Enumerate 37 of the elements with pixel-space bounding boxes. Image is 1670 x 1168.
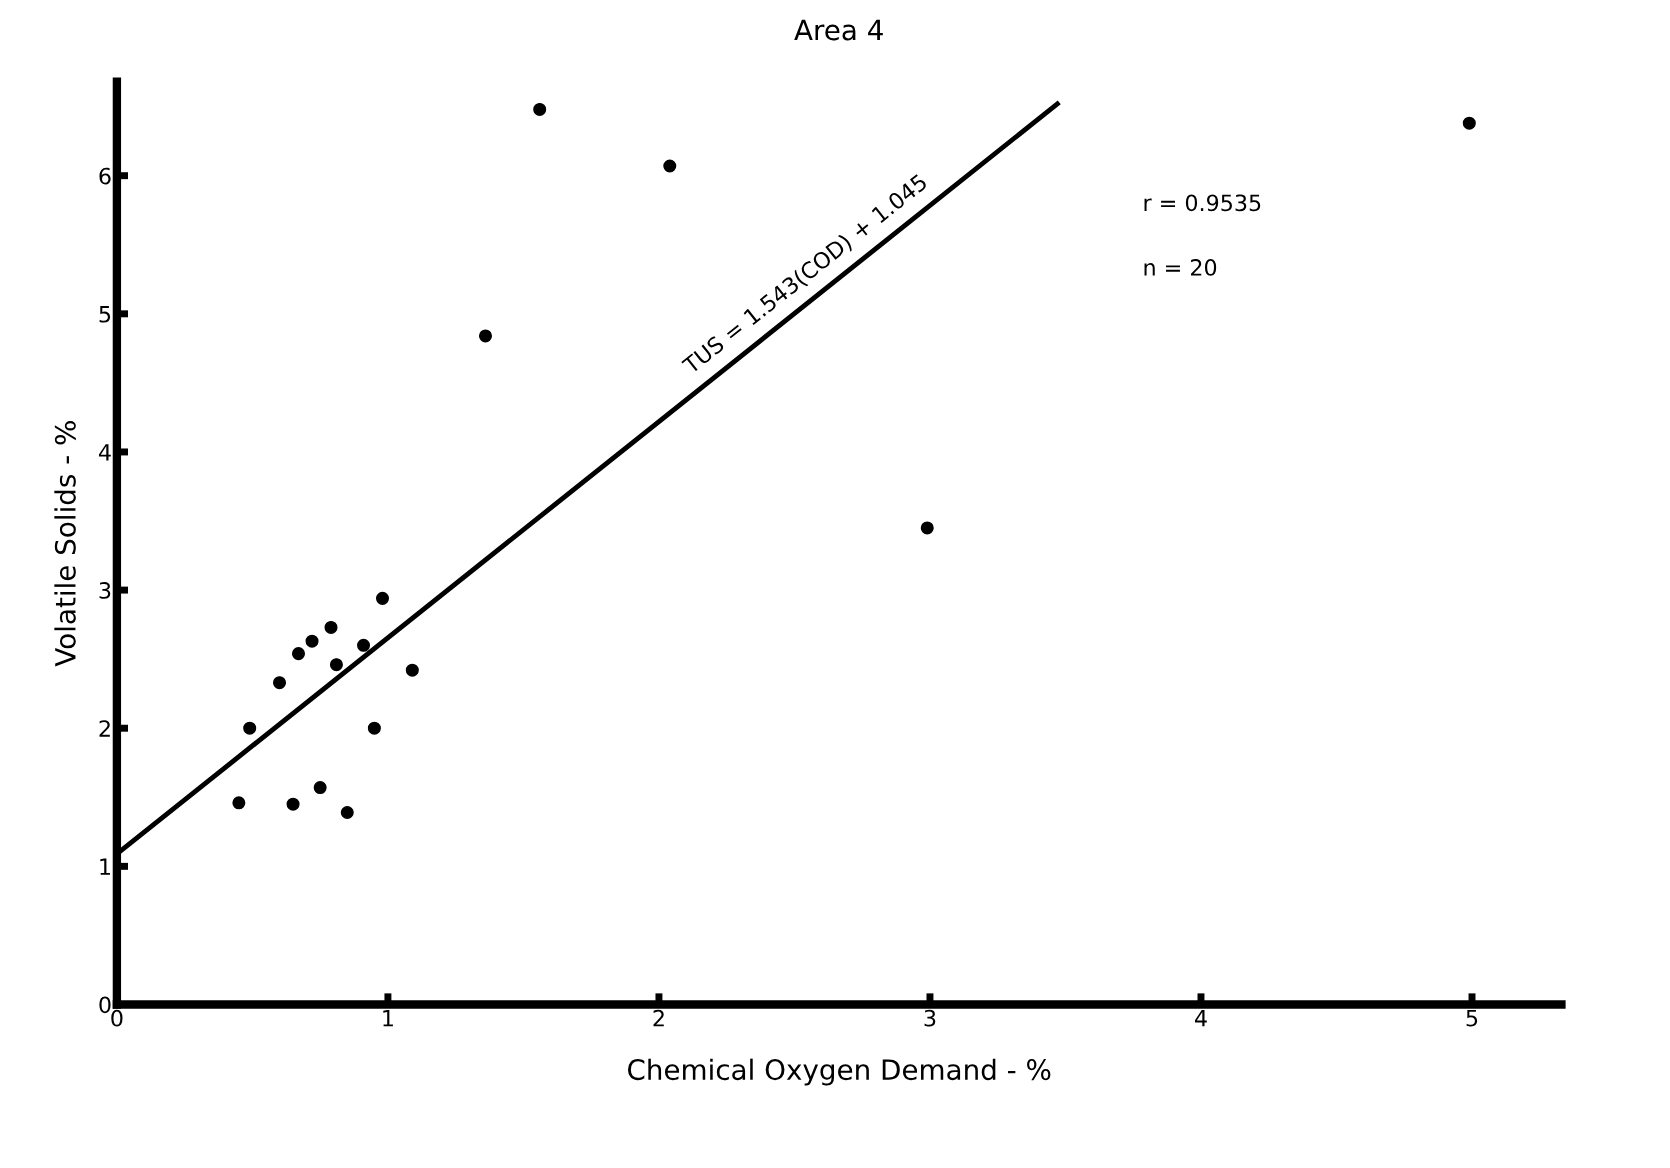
x-tick-label: 1 [383, 1010, 393, 1027]
point [405, 663, 419, 677]
point [375, 591, 390, 605]
point [273, 676, 287, 690]
point [232, 796, 246, 810]
y-tick-label: 5 [99, 306, 111, 323]
point [243, 721, 257, 735]
x-tick-label: 2 [653, 1009, 664, 1027]
point [478, 329, 492, 343]
x-tick-label: 5 [1466, 1010, 1478, 1027]
x-tick-label: 4 [1195, 1010, 1207, 1027]
y-axis-title: Volatile Solids - % [54, 421, 76, 667]
point [533, 102, 547, 116]
point [305, 634, 319, 648]
y-tick-label: 6 [99, 167, 111, 185]
point [286, 797, 300, 811]
y-tick-label: 2 [99, 720, 110, 737]
x-axis-title: Chemical Oxygen Demand - % [627, 1058, 1051, 1086]
point [313, 781, 327, 795]
point [663, 159, 677, 173]
point [367, 721, 381, 735]
y-tick-label: 3 [99, 582, 111, 599]
x-tick-label: 3 [924, 1009, 936, 1027]
chart-title: Area 4 [794, 19, 883, 41]
annotation: n = 20 [1144, 259, 1217, 276]
point [329, 658, 343, 672]
point [357, 638, 371, 652]
y-tick-label: 0 [99, 996, 111, 1014]
point [920, 521, 934, 535]
x-tick-label: 0 [111, 1009, 123, 1027]
y-tick-label: 4 [98, 444, 111, 461]
annotation: r = 0.9535 [1144, 194, 1261, 212]
point [1462, 116, 1476, 130]
point [340, 805, 354, 819]
point [291, 647, 305, 661]
y-tick-label: 1 [100, 858, 110, 875]
point [324, 620, 338, 634]
